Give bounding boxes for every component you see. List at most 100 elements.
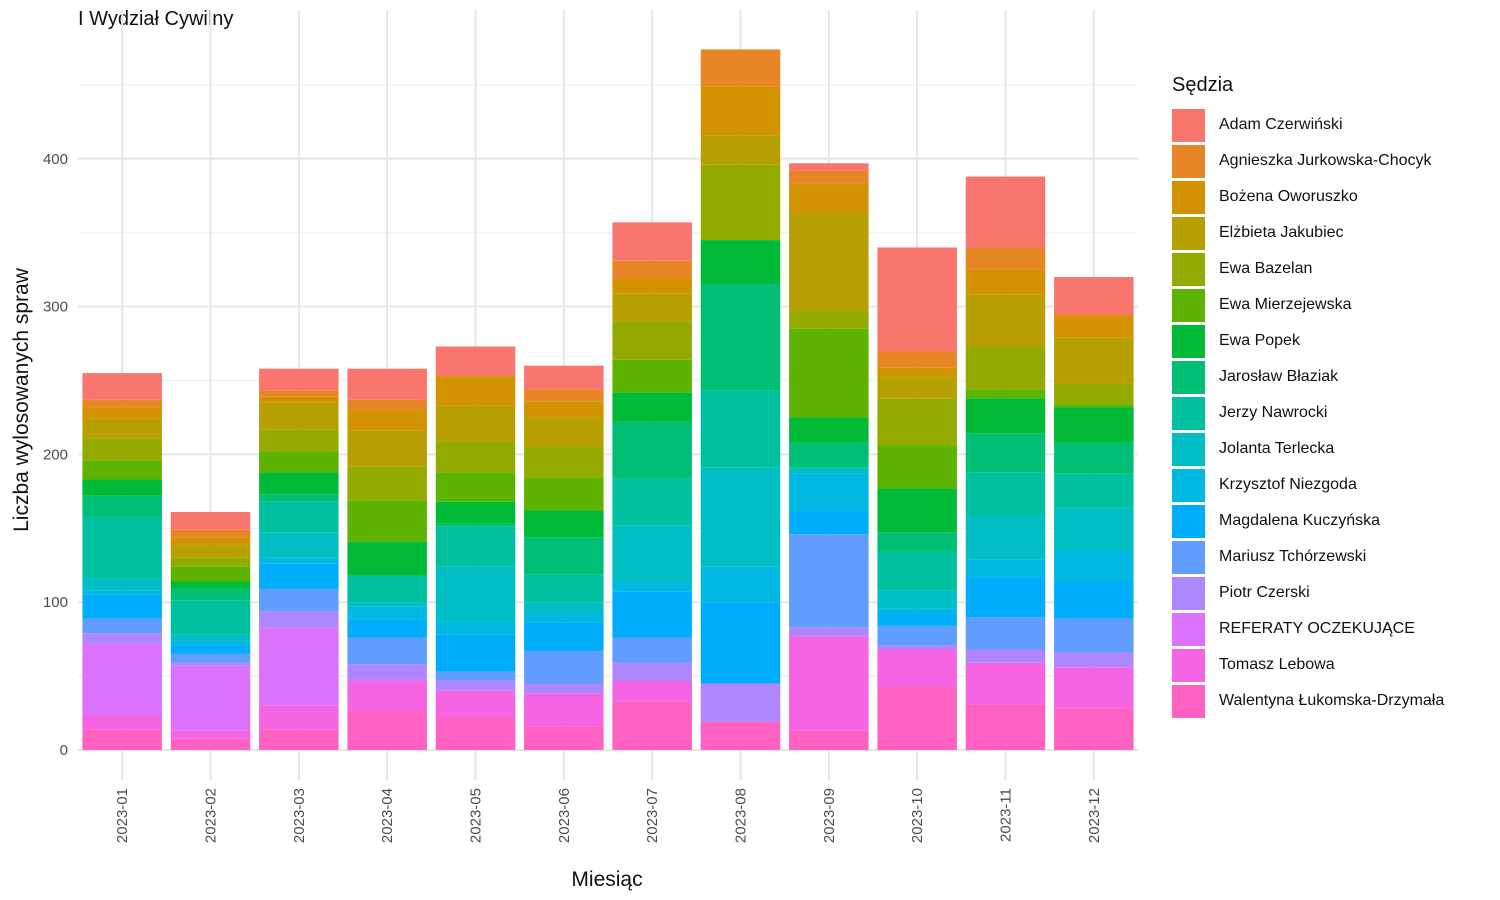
legend-key — [1172, 432, 1205, 466]
bar-segment — [965, 433, 1046, 473]
bar-segment — [347, 541, 427, 576]
bar-segment — [1054, 618, 1134, 653]
bar-segment — [524, 683, 604, 694]
legend-item: Ewa Mierzejewska — [1172, 287, 1444, 323]
bar-segment — [612, 680, 692, 702]
bar-segment — [259, 396, 339, 403]
bar-segment — [700, 721, 781, 750]
legend-key — [1172, 108, 1205, 142]
legend-items: Adam Czerwiński Agnieszka Jurkowska-Chocy… — [1172, 107, 1444, 719]
legend-key — [1172, 612, 1205, 646]
bar-segment — [170, 566, 251, 582]
bar-segment — [82, 714, 162, 730]
bar-segment — [877, 367, 957, 377]
bar-segment — [965, 389, 1046, 399]
bar-segment — [612, 260, 692, 279]
bar-segment — [524, 365, 604, 390]
legend-label: Jerzy Nawrocki — [1219, 404, 1328, 421]
bar-segment — [82, 643, 162, 715]
bar-segment — [877, 649, 957, 687]
bar-segment — [82, 618, 162, 634]
legend-label: Walentyna Łukomska-Drzymała — [1219, 692, 1445, 709]
legend-item: Magdalena Kuczyńska — [1172, 503, 1444, 539]
legend-key — [1172, 360, 1205, 394]
bar-segment — [1054, 316, 1134, 338]
legend-label: Mariusz Tchórzewski — [1219, 548, 1367, 565]
bar-segment — [789, 510, 869, 535]
bar-segment — [347, 430, 427, 467]
bar-segment — [82, 418, 162, 439]
bar-segment — [82, 578, 162, 591]
bar-segment — [82, 460, 162, 480]
y-tick-label: 400 — [43, 151, 68, 168]
bar-segment — [82, 590, 162, 595]
bar-segment — [524, 602, 604, 613]
bar-segment — [789, 627, 869, 637]
bar-segment — [170, 665, 251, 731]
bar-segment — [259, 494, 339, 502]
bar-segment — [170, 544, 251, 558]
bar-segment — [435, 690, 516, 718]
x-tick-label: 2023-03 — [291, 788, 308, 843]
legend-label: Jolanta Terlecka — [1219, 440, 1335, 457]
bar-segment — [789, 170, 869, 184]
bar-segment — [1054, 667, 1134, 709]
bar-segment — [965, 649, 1046, 663]
bar-segment — [82, 438, 162, 461]
legend-item: Ewa Bazelan — [1172, 251, 1444, 287]
bar-segment — [612, 278, 692, 294]
bar-segment — [347, 679, 427, 683]
bar-segment — [259, 451, 339, 473]
bar-segment — [877, 608, 957, 615]
bar-segment — [170, 730, 251, 739]
legend-key — [1172, 144, 1205, 178]
x-tick-label: 2023-08 — [733, 788, 750, 843]
bar-segment — [877, 645, 957, 650]
legend-key — [1172, 504, 1205, 538]
bar-segment — [965, 559, 1046, 578]
bar-segment — [877, 551, 957, 591]
bar-segment — [259, 588, 339, 612]
bar-segment — [259, 472, 339, 495]
bar-segment — [524, 401, 604, 418]
legend: Sędzia Adam Czerwiński Agnieszka Jurkowsk… — [1172, 74, 1444, 719]
bar-segment — [612, 421, 692, 479]
bar-segment — [965, 176, 1046, 248]
chart-title: I Wydział Cywilny — [78, 8, 234, 30]
legend-label: Ewa Mierzejewska — [1219, 296, 1352, 313]
legend-key — [1172, 576, 1205, 610]
bar-segment — [435, 441, 516, 473]
bar-segment — [347, 619, 427, 638]
bar-segment — [259, 532, 339, 558]
x-axis-ticks: 2023-01 2023-02 2023-03 2023-04 2023-05 2023-… — [114, 788, 1103, 843]
legend-label: Elżbieta Jakubiec — [1219, 224, 1344, 241]
bar-segment — [170, 581, 251, 589]
bar-segment — [259, 402, 339, 430]
bar-segment — [1054, 550, 1134, 582]
bar-segment — [170, 738, 251, 750]
legend-label: Krzysztof Niezgoda — [1219, 476, 1357, 493]
bar-segment — [612, 392, 692, 422]
bar-segment — [170, 588, 251, 601]
bar-segment — [435, 634, 516, 672]
x-tick-label: 2023-12 — [1086, 788, 1103, 843]
x-tick-label: 2023-04 — [379, 788, 396, 843]
bar-segment — [259, 611, 339, 628]
bar-segment — [789, 636, 869, 731]
x-tick-label: 2023-10 — [909, 788, 926, 843]
legend-item: Krzysztof Niezgoda — [1172, 467, 1444, 503]
bar-segment — [524, 650, 604, 684]
legend-label: REFERATY OCZEKUJĄCE — [1219, 620, 1415, 637]
bar-segment — [965, 346, 1046, 390]
bar-segment — [1054, 404, 1134, 408]
legend-item: Jarosław Błaziak — [1172, 359, 1444, 395]
bar-segment — [170, 640, 251, 646]
bar-segment — [1054, 652, 1134, 668]
legend-key — [1172, 540, 1205, 574]
bar-segment — [965, 616, 1046, 650]
legend-label: Piotr Czerski — [1219, 584, 1310, 601]
bar-segment — [435, 671, 516, 681]
legend-item: Mariusz Tchórzewski — [1172, 539, 1444, 575]
legend-key — [1172, 216, 1205, 250]
